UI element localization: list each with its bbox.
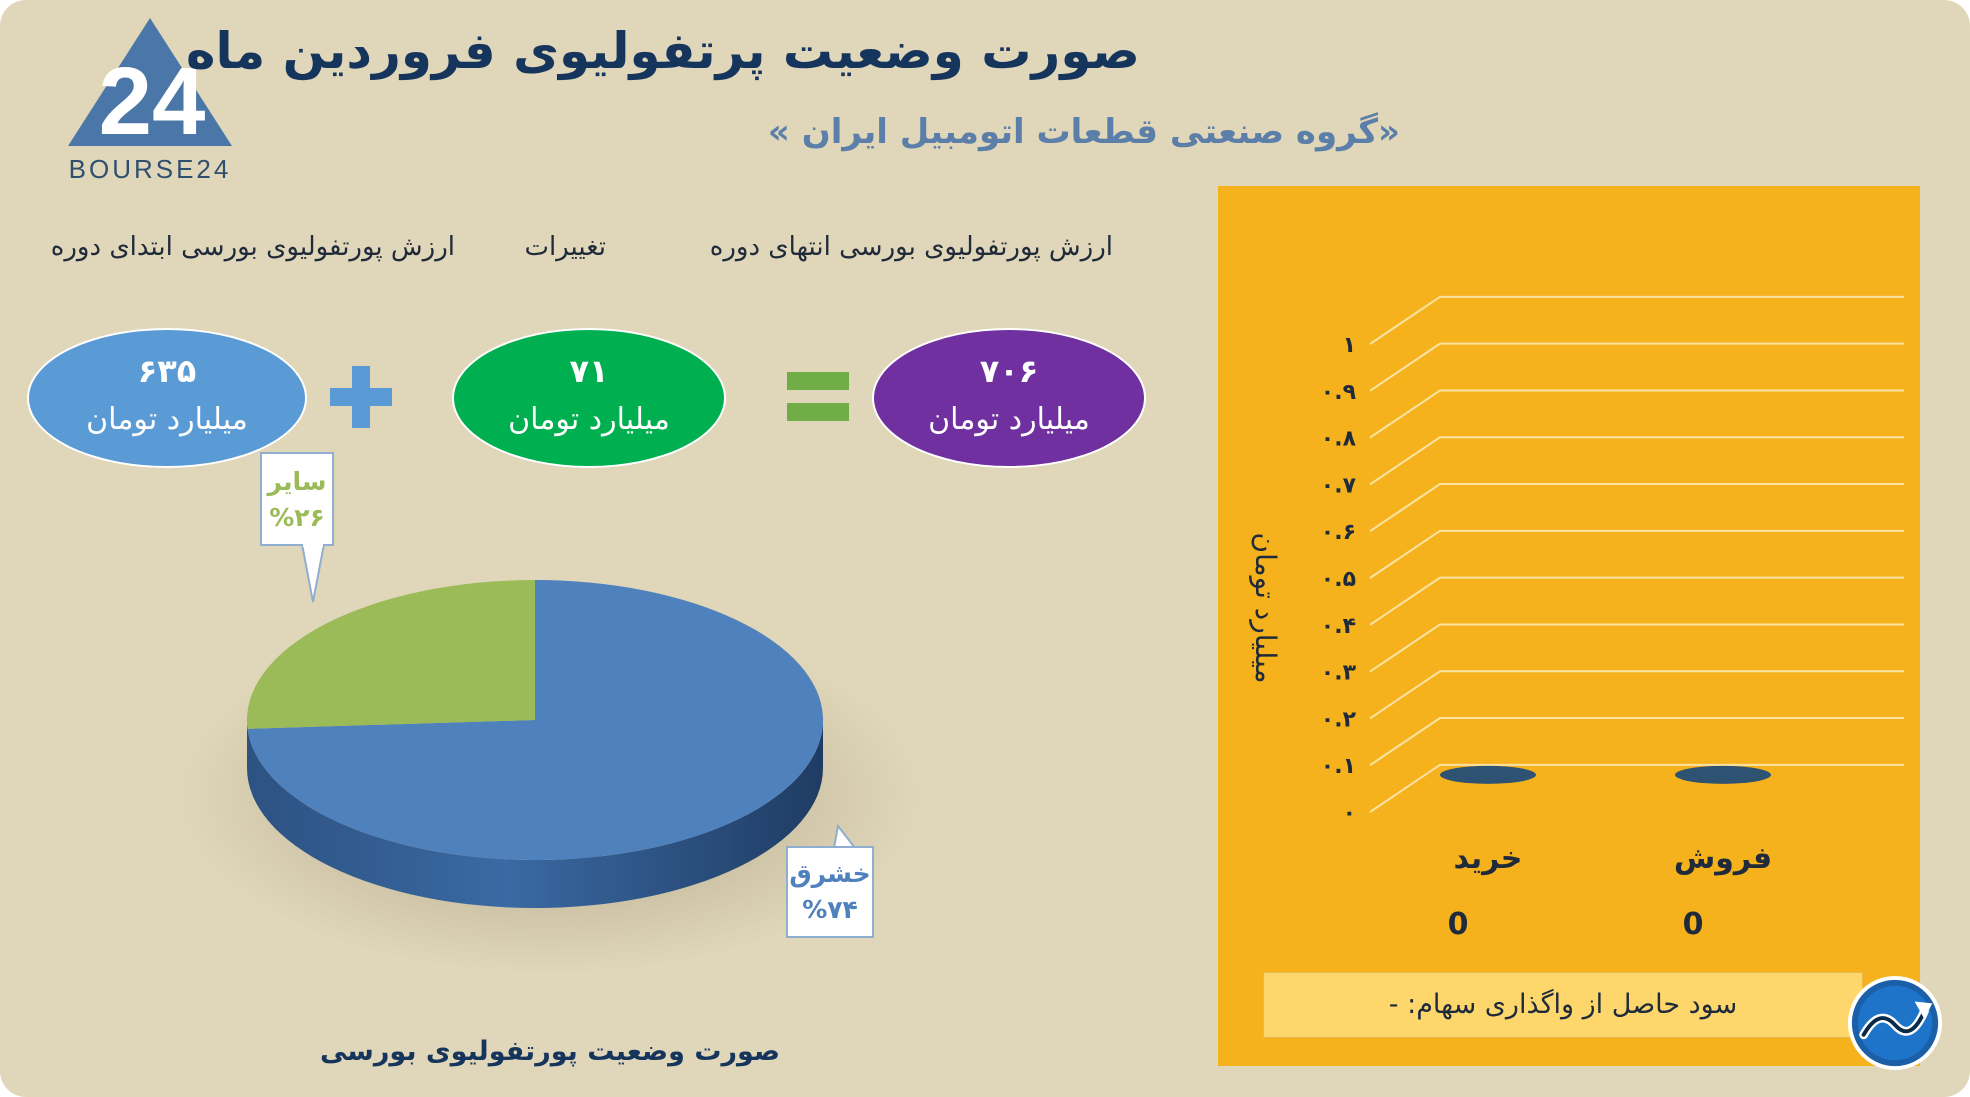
y-axis-label: میلیارد تومان (1249, 533, 1282, 684)
gridline (1369, 295, 1904, 345)
gridline (1369, 576, 1904, 626)
label-change: تغییرات (524, 232, 606, 262)
y-tick-label: ۰.۵ (1321, 567, 1356, 592)
start-unit: میلیارد تومان (86, 402, 248, 437)
page-subtitle: «گروه صنعتی قطعات اتومبیل ایران » (767, 112, 1400, 152)
change-ellipse: ۷۱ میلیارد تومان (452, 328, 726, 468)
profit-box: سود حاصل از واگذاری سهام: - (1263, 972, 1863, 1038)
gridline (1369, 670, 1904, 720)
start-value-ellipse: ۶۳۵ میلیارد تومان (27, 328, 307, 468)
change-value: ۷۱ (569, 352, 609, 390)
callout-others-name: سایر (267, 467, 327, 496)
pie-side-wall (247, 720, 823, 908)
callout-others-pointer (300, 544, 326, 603)
callout-khshrq-name: خشرق (789, 859, 871, 888)
y-tick-label: ۰.۷ (1321, 473, 1357, 498)
y-tick-label: ۱ (1343, 333, 1356, 358)
y-tick-label: ۰.۱ (1321, 754, 1356, 779)
y-tick-label: ۰.۲ (1321, 707, 1357, 732)
y-axis-ticks: ۰ ۰.۱ ۰.۲ ۰.۳ ۰.۴ ۰.۵ ۰.۶ ۰.۷ ۰.۸ ۰.۹ ۱ (1321, 333, 1357, 826)
end-unit: میلیارد تومان (928, 402, 1090, 437)
logo-text: BOURSE24 (69, 154, 232, 184)
change-unit: میلیارد تومان (508, 402, 670, 437)
end-value-ellipse: ۷۰۶ میلیارد تومان (872, 328, 1146, 468)
gridline (1369, 342, 1904, 392)
gridline (1369, 436, 1904, 486)
bar-marks (1440, 765, 1771, 784)
pie-slice-others (247, 580, 535, 729)
y-tick-label: ۰.۹ (1321, 380, 1356, 405)
pie-side (247, 720, 823, 908)
gridline (1369, 389, 1904, 439)
page-title: صورت وضعیت پرتفولیوی فروردین ماه (185, 22, 1140, 80)
category-label: خرید (1454, 841, 1523, 876)
callout-others-pct: %۲۶ (269, 503, 325, 532)
gridline (1369, 623, 1904, 673)
callout-others: سایر %۲۶ (260, 452, 334, 546)
y-tick-label: ۰.۴ (1321, 614, 1356, 639)
category-labels: خرید فروش (1454, 841, 1773, 876)
trend-chart-icon (1847, 975, 1943, 1071)
pie-slice-khshrq (247, 580, 823, 860)
trades-chart-panel: ۰ ۰.۱ ۰.۲ ۰.۳ ۰.۴ ۰.۵ ۰.۶ ۰.۷ ۰.۸ ۰.۹ ۱ خرید فروش 0… (1218, 186, 1920, 1066)
pie-caption: صورت وضعیت پورتفولیوی بورسی (319, 1036, 781, 1067)
logo-mark: 24 (99, 48, 206, 155)
callout-khshrq: خشرق %۷۴ (786, 846, 874, 938)
pie-top (247, 580, 823, 860)
gridline (1369, 763, 1904, 813)
bar-1 (1675, 765, 1771, 784)
gridline (1369, 717, 1904, 767)
y-tick-label: ۰.۸ (1321, 427, 1357, 452)
value-label: 0 (1683, 907, 1704, 942)
bourse24-logo: 24 BOURSE24 (68, 18, 232, 184)
y-tick-label: ۰ (1343, 801, 1356, 826)
chart-gridlines (1369, 295, 1904, 813)
bar-0 (1440, 765, 1536, 784)
equals-icon (787, 372, 849, 421)
y-tick-label: ۰.۶ (1321, 520, 1356, 545)
label-end-value: ارزش پورتفولیوی بورسی انتهای دوره (709, 232, 1113, 262)
start-value: ۶۳۵ (137, 352, 197, 390)
label-start-value: ارزش پورتفولیوی بورسی ابتدای دوره (50, 232, 455, 262)
trades-bar-chart: ۰ ۰.۱ ۰.۲ ۰.۳ ۰.۴ ۰.۵ ۰.۶ ۰.۷ ۰.۸ ۰.۹ ۱ خرید فروش 0… (1249, 295, 1904, 942)
portfolio-pie-chart (175, 580, 925, 975)
profit-text: سود حاصل از واگذاری سهام: - (1388, 989, 1738, 1020)
gridline (1369, 483, 1904, 533)
end-value: ۷۰۶ (979, 352, 1039, 390)
value-label: 0 (1448, 907, 1469, 942)
category-label: فروش (1674, 841, 1772, 876)
gridline (1369, 529, 1904, 579)
y-tick-label: ۰.۳ (1321, 661, 1357, 686)
callout-khshrq-pct: %۷۴ (802, 895, 858, 924)
plus-icon (330, 366, 392, 428)
